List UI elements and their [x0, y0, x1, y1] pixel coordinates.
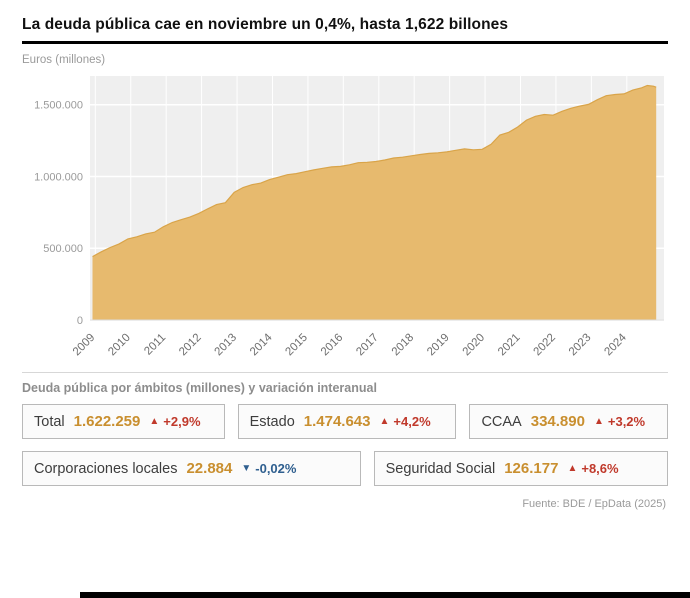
bottom-bar — [80, 592, 690, 598]
y-axis-caption: Euros (millones) — [22, 54, 106, 66]
y-tick-label: 0 — [77, 315, 83, 327]
stat-value: 334.890 — [530, 413, 585, 430]
stats-row-2: Corporaciones locales 22.884 ▼ -0,02% Seguri… — [22, 451, 668, 486]
x-tick-label: 2012 — [177, 332, 204, 359]
x-tick-label: 2011 — [142, 332, 168, 358]
triangle-up-icon: ▲ — [593, 416, 604, 427]
triangle-down-icon: ▼ — [241, 463, 252, 474]
stat-cell-estado: Estado 1.474.643 ▲ +4,2% — [237, 404, 457, 439]
x-tick-label: 2016 — [319, 332, 346, 359]
y-tick-label: 500.000 — [43, 243, 83, 255]
x-tick-label: 2018 — [390, 332, 417, 359]
stat-delta-value: -0,02% — [255, 461, 297, 476]
triangle-up-icon: ▲ — [567, 463, 578, 474]
stat-delta: ▼ -0,02% — [241, 461, 296, 476]
stat-delta: ▲ +3,2% — [594, 414, 645, 429]
triangle-up-icon: ▲ — [379, 416, 390, 427]
stat-delta-value: +3,2% — [607, 414, 646, 429]
x-tick-label: 2013 — [213, 332, 240, 359]
page-title: La deuda pública cae en noviembre un 0,4… — [22, 16, 509, 33]
stat-delta-value: +2,9% — [163, 414, 201, 429]
title-divider — [22, 41, 668, 44]
stat-cell-ccaa: CCAA 334.890 ▲ +3,2% — [469, 404, 668, 439]
x-tick-label: 2024 — [602, 331, 629, 358]
triangle-up-icon: ▲ — [149, 416, 160, 427]
stat-value: 126.177 — [504, 460, 559, 477]
source-credit: Fuente: BDE / EpData (2025) — [522, 498, 666, 510]
stat-label: Estado — [249, 413, 295, 430]
chart-container: 0 500.000 1.000.000 1.500.000 2009 2010 2011 20… — [22, 68, 668, 370]
y-tick-label: 1.500.000 — [34, 100, 83, 112]
y-tick-label: 1.000.000 — [34, 171, 83, 183]
stat-label: Corporaciones locales — [34, 460, 178, 477]
x-tick-label: 2017 — [354, 332, 381, 359]
debt-area-edge — [92, 84, 657, 258]
x-tick-label: 2014 — [248, 331, 275, 358]
x-tick-label: 2020 — [461, 332, 488, 359]
stat-value: 1.622.259 — [73, 413, 141, 430]
section-heading: Deuda pública por ámbitos (millones) y v… — [22, 381, 377, 395]
stat-cell-corporaciones-locales: Corporaciones locales 22.884 ▼ -0,02% — [22, 451, 361, 486]
x-tick-label: 2019 — [425, 332, 452, 359]
stat-label: CCAA — [481, 413, 522, 430]
x-tick-label: 2009 — [71, 332, 98, 359]
stat-delta: ▲ +2,9% — [149, 414, 200, 429]
stat-label: Total — [34, 413, 65, 430]
x-tick-label: 2010 — [106, 332, 133, 359]
stats-row-1: Total 1.622.259 ▲ +2,9% Estado 1.474.643 ▲ +4,2… — [22, 404, 668, 439]
debt-area-chart: 0 500.000 1.000.000 1.500.000 2009 2010 2011 20… — [34, 76, 664, 359]
stat-cell-total: Total 1.622.259 ▲ +2,9% — [22, 404, 225, 439]
x-tick-label: 2015 — [283, 332, 310, 359]
stat-delta: ▲ +4,2% — [380, 414, 431, 429]
x-tick-label: 2023 — [567, 332, 594, 359]
debt-area-series — [92, 85, 657, 320]
x-tick-label: 2022 — [531, 332, 558, 359]
stat-delta-value: +8,6% — [581, 461, 619, 476]
x-tick-label: 2021 — [496, 332, 523, 359]
stat-label: Seguridad Social — [385, 460, 496, 477]
stat-value: 22.884 — [186, 460, 233, 477]
stat-delta-value: +4,2% — [393, 414, 431, 429]
stat-value: 1.474.643 — [303, 413, 371, 430]
stat-cell-seguridad-social: Seguridad Social 126.177 ▲ +8,6% — [373, 451, 668, 486]
breakdown-section: Deuda pública por ámbitos (millones) y v… — [22, 372, 668, 486]
stat-delta: ▲ +8,6% — [567, 461, 618, 476]
